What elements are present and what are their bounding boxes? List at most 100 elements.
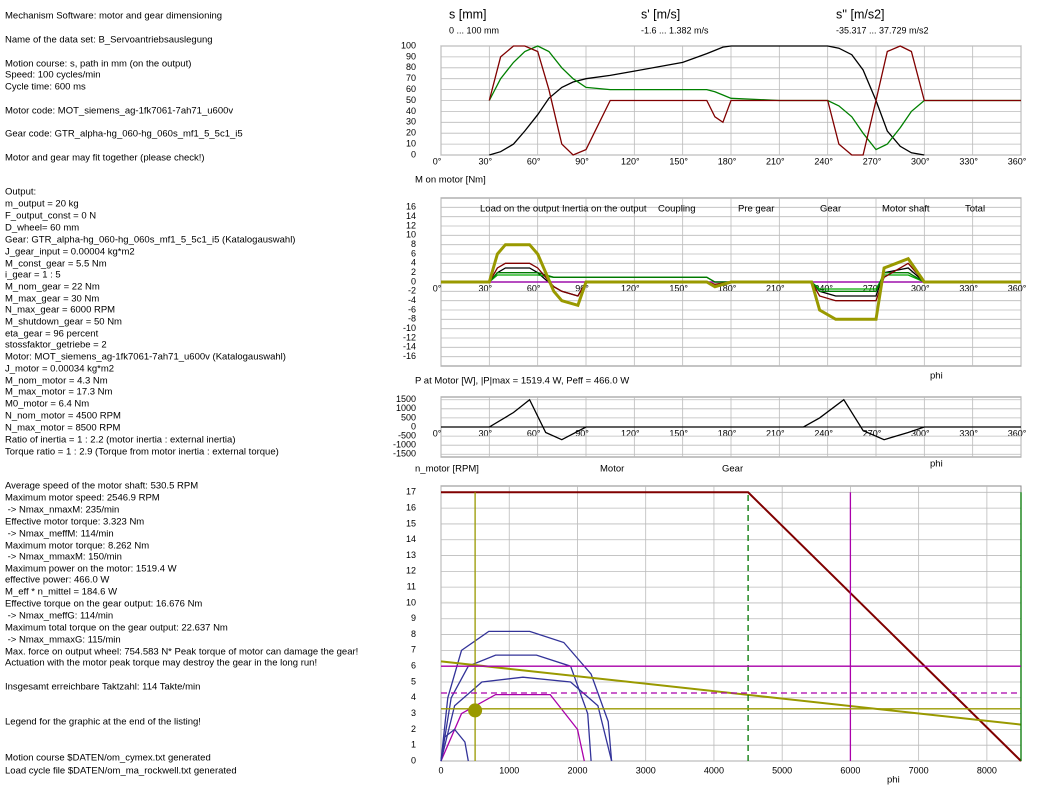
x-tick-label: 120°: [621, 283, 640, 293]
series-line: [488, 45, 1021, 151]
info-line: Motor: MOT_siemens_ag-1fk7061-7ah71_u600…: [5, 352, 286, 363]
y-tick-label: 7: [411, 645, 416, 655]
y-tick-label: -2: [408, 286, 416, 296]
y-tick-label: 70: [406, 73, 416, 83]
y-tick-label: 3: [411, 708, 416, 718]
y-tick-label: 0: [411, 421, 416, 431]
x-tick-label: 30°: [479, 428, 493, 438]
chart-title: M on motor [Nm]: [415, 175, 486, 186]
y-tick-label: 16: [406, 202, 416, 212]
legend-range: -1.6 ... 1.382 m/s: [641, 25, 709, 35]
x-tick-label: 300°: [911, 283, 930, 293]
info-line: Name of the data set: B_Servoantriebsaus…: [5, 35, 213, 46]
x-tick-label: 60°: [527, 283, 541, 293]
y-tick-label: 11: [407, 582, 416, 592]
info-line: Speed: 100 cycles/min: [5, 70, 101, 81]
legend-entry: Motor shaft: [882, 204, 930, 215]
info-line: i_gear = 1 : 5: [5, 270, 61, 281]
legend-entry: s [mm]: [449, 7, 487, 21]
x-tick-label: 330°: [959, 156, 978, 166]
y-tick-label: 2: [411, 724, 416, 734]
y-tick-label: -14: [403, 342, 416, 352]
y-tick-label: 4: [411, 258, 416, 268]
x-tick-label: 90°: [575, 156, 589, 166]
legend-entry: s'' [m/s2]: [836, 7, 885, 21]
y-tick-label: 6: [411, 661, 416, 671]
info-line: Gear: GTR_alpha-hg_060-hg_060s_mf1_5_5c1…: [5, 235, 295, 246]
x-tick-label: 330°: [959, 428, 978, 438]
y-tick-label: 4: [411, 692, 416, 702]
y-tick-label: 6: [411, 248, 416, 258]
info-line: Cycle time: 600 ms: [5, 82, 86, 93]
y-tick-label: 100: [401, 40, 416, 50]
x-tick-label: 300°: [911, 428, 930, 438]
legend-range: -35.317 ... 37.729 m/s2: [836, 25, 929, 35]
info-line: Effective torque on the gear output: 16.…: [5, 599, 202, 610]
legend-entry: Inertia on the output: [562, 204, 647, 215]
info-line: Torque ratio = 1 : 2.9 (Torque from moto…: [5, 447, 279, 458]
series-line: [441, 272, 1021, 292]
x-tick-label: 150°: [669, 428, 688, 438]
x-tick-label: 7000: [909, 765, 929, 775]
info-line: N_max_gear = 6000 RPM: [5, 305, 115, 316]
y-tick-label: -8: [408, 314, 416, 324]
info-line: -> Nmax_mmaxG: 115/min: [5, 635, 121, 646]
y-tick-label: 10: [406, 138, 416, 148]
legend-range: 0 ... 100 mm: [449, 25, 499, 35]
y-tick-label: 90: [406, 51, 416, 61]
info-line: eta_gear = 96 percent: [5, 329, 99, 340]
x-axis-label: phi: [887, 775, 900, 786]
series-line: [441, 398, 1021, 441]
info-line: Gear code: GTR_alpha-hg_060-hg_060s_mf1_…: [5, 129, 243, 140]
info-line: Max. force on output wheel: 754.583 N* P…: [5, 647, 358, 658]
x-tick-label: 0°: [433, 156, 442, 166]
info-line: M_nom_gear = 22 Nm: [5, 282, 100, 293]
operating-point: [468, 703, 483, 718]
x-axis-label: phi: [930, 371, 943, 382]
info-line: J_gear_input = 0.00004 kg*m2: [5, 247, 135, 258]
y-tick-label: 0: [411, 276, 416, 286]
y-tick-label: 17: [406, 487, 416, 497]
y-tick-label: 9: [411, 613, 416, 623]
x-tick-label: 270°: [863, 156, 882, 166]
info-line: M_eff * n_mittel = 184.6 W: [5, 587, 117, 598]
legend-entry: Pre gear: [738, 204, 774, 215]
y-tick-label: 13: [406, 550, 416, 560]
x-tick-label: 30°: [479, 156, 493, 166]
x-tick-label: 240°: [814, 428, 833, 438]
info-line: Maximum power on the motor: 1519.4 W: [5, 564, 177, 575]
info-line: M_max_motor = 17.3 Nm: [5, 387, 113, 398]
info-line: Actuation with the motor peak torque may…: [5, 658, 317, 669]
x-axis-label: phi: [930, 459, 943, 470]
series-line: [440, 676, 613, 762]
x-tick-label: 150°: [669, 156, 688, 166]
y-tick-label: 50: [406, 95, 416, 105]
legend-entry: s' [m/s]: [641, 7, 680, 21]
y-tick-label: 0: [411, 755, 416, 765]
y-tick-label: 8: [411, 629, 416, 639]
chart-title: n_motor [RPM]: [415, 464, 479, 475]
info-line: Output:: [5, 187, 36, 198]
legend-entry: Gear: [722, 464, 743, 475]
x-tick-label: 210°: [766, 156, 785, 166]
info-line: Motion course: s, path in mm (on the out…: [5, 59, 191, 70]
legend-entry: Total: [965, 204, 985, 215]
x-tick-label: 150°: [669, 283, 688, 293]
series-line: [441, 491, 1022, 762]
series-line: [489, 45, 925, 156]
x-tick-label: 2000: [567, 765, 587, 775]
x-tick-label: 60°: [527, 428, 541, 438]
y-tick-label: -1000: [393, 440, 416, 450]
info-line: Motor code: MOT_siemens_ag-1fk7061-7ah71…: [5, 106, 233, 117]
y-tick-label: -1500: [393, 449, 416, 459]
y-tick-label: 10: [406, 597, 416, 607]
series-line: [441, 243, 1021, 321]
y-tick-label: 12: [406, 220, 416, 230]
series-line: [440, 728, 469, 762]
y-tick-label: 500: [401, 412, 416, 422]
legend-entry: Coupling: [658, 204, 696, 215]
info-line: J_motor = 0.00034 kg*m2: [5, 364, 114, 375]
y-tick-label: -500: [398, 430, 416, 440]
series-line: [440, 693, 585, 762]
x-tick-label: 270°: [863, 428, 882, 438]
